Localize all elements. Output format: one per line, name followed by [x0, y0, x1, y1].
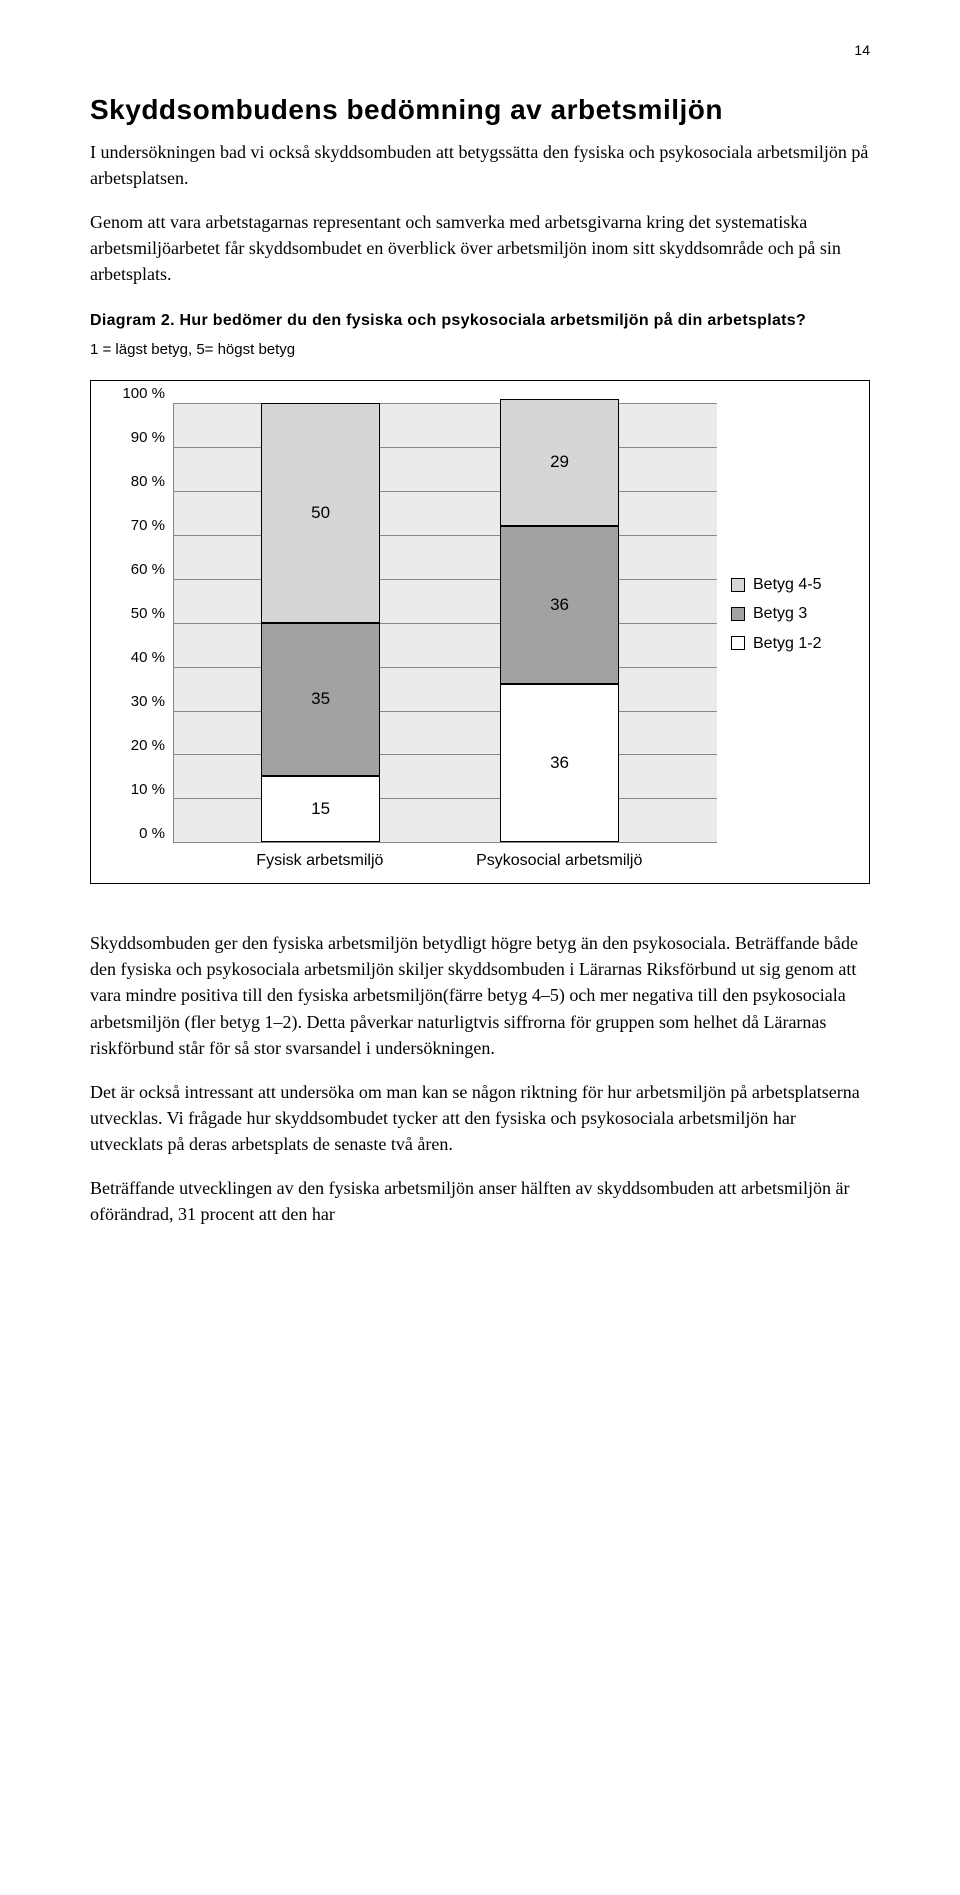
gridline	[174, 403, 717, 404]
legend-swatch	[731, 607, 745, 621]
gridline	[174, 711, 717, 712]
stacked-bar-chart: 100 % 90 % 80 % 70 % 60 % 50 % 40 % 30 %…	[90, 380, 870, 884]
x-axis-label: Psykosocial arbetsmiljö	[476, 849, 642, 872]
page-number: 14	[90, 40, 870, 60]
gridline	[174, 447, 717, 448]
bar-segment: 29	[500, 399, 619, 526]
legend-swatch	[731, 636, 745, 650]
bar-segment: 35	[261, 623, 380, 777]
diagram-caption: Diagram 2. Hur bedömer du den fysiska oc…	[90, 309, 870, 332]
legend-item: Betyg 1-2	[731, 632, 851, 655]
intro-paragraph-2: Genom att vara arbetstagarnas representa…	[90, 209, 870, 287]
gridline	[174, 623, 717, 624]
legend-label: Betyg 4-5	[753, 573, 821, 596]
bar: 503515	[261, 403, 380, 842]
bar-segment: 36	[500, 526, 619, 684]
gridline	[174, 667, 717, 668]
plot-area: 503515293636	[173, 403, 717, 843]
x-axis-label: Fysisk arbetsmiljö	[256, 849, 383, 872]
scale-note: 1 = lägst betyg, 5= högst betyg	[90, 339, 870, 361]
bar-segment: 36	[500, 684, 619, 842]
page-title: Skyddsombudens bedömning av arbetsmiljön	[90, 90, 870, 131]
body-paragraph: Beträffande utvecklingen av den fysiska …	[90, 1175, 870, 1227]
gridline	[174, 535, 717, 536]
body-paragraph: Det är också intressant att undersöka om…	[90, 1079, 870, 1157]
gridline	[174, 842, 717, 843]
gridline	[174, 491, 717, 492]
x-axis: Fysisk arbetsmiljö Psykosocial arbetsmilj…	[173, 849, 851, 873]
gridline	[174, 579, 717, 580]
intro-paragraph-1: I undersökningen bad vi också skyddsombu…	[90, 139, 870, 191]
legend-label: Betyg 3	[753, 602, 807, 625]
bar: 293636	[500, 399, 619, 842]
bar-segment: 15	[261, 776, 380, 842]
legend: Betyg 4-5 Betyg 3 Betyg 1-2	[731, 573, 851, 661]
legend-label: Betyg 1-2	[753, 632, 821, 655]
bar-segment: 50	[261, 403, 380, 623]
legend-swatch	[731, 578, 745, 592]
legend-item: Betyg 3	[731, 602, 851, 625]
gridline	[174, 754, 717, 755]
legend-item: Betyg 4-5	[731, 573, 851, 596]
y-axis: 100 % 90 % 80 % 70 % 60 % 50 % 40 % 30 %…	[109, 403, 165, 843]
body-paragraph: Skyddsombuden ger den fysiska arbetsmilj…	[90, 930, 870, 1060]
gridline	[174, 798, 717, 799]
